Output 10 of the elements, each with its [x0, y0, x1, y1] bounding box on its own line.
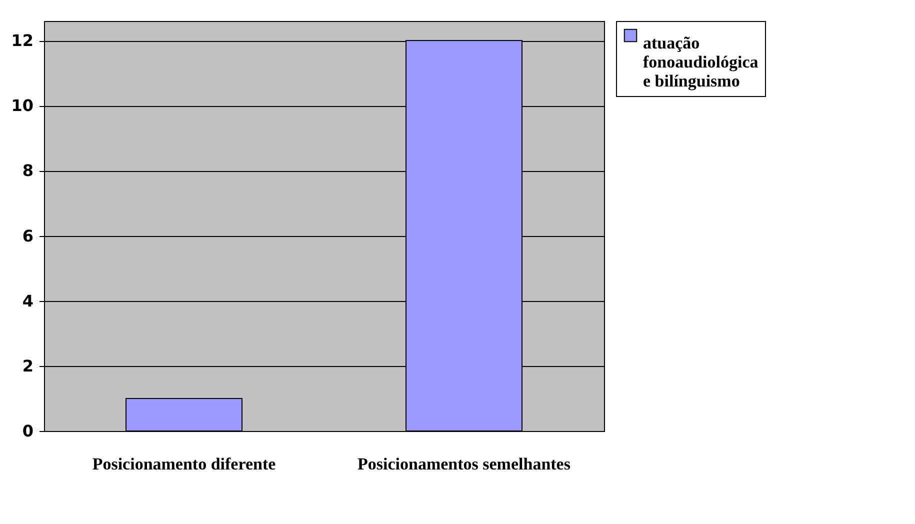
x-tick-label: Posicionamento diferente — [92, 454, 276, 474]
y-tick-label: 10 — [11, 96, 34, 116]
y-tick-label: 12 — [11, 31, 34, 50]
y-tick-label: 4 — [22, 291, 34, 310]
legend-label: atuação fonoaudiológica e bilínguismo — [643, 34, 759, 90]
y-tick-label: 6 — [22, 226, 34, 246]
y-tick-label: 0 — [22, 422, 34, 440]
y-tick-label: 8 — [22, 161, 34, 180]
y-tick-label: 2 — [22, 356, 34, 376]
x-tick-label: Posicionamentos semelhantes — [358, 454, 571, 474]
